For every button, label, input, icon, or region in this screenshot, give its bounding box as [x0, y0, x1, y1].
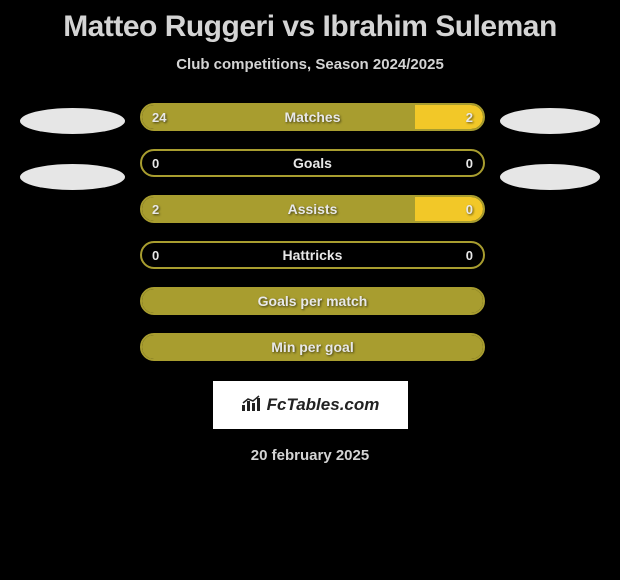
player1-column: [20, 103, 125, 190]
stat-bar-assists: 20Assists: [140, 195, 485, 223]
date-text: 20 february 2025: [0, 447, 620, 464]
chart-icon: [241, 394, 263, 417]
player2-avatar-placeholder: [500, 108, 600, 134]
comparison-container: Matteo Ruggeri vs Ibrahim Suleman Club c…: [0, 0, 620, 474]
bars-column: 242Matches 00Goals 20Assists 00Hattricks Goa…: [140, 103, 485, 361]
stat-bar-min-per-goal: Min per goal: [140, 333, 485, 361]
logo-box[interactable]: FcTables.com: [213, 381, 408, 429]
bar-label: Matches: [142, 109, 483, 125]
player2-club-placeholder: [500, 164, 600, 190]
bar-label: Goals per match: [142, 293, 483, 309]
page-title: Matteo Ruggeri vs Ibrahim Suleman: [0, 10, 620, 44]
bar-label: Assists: [142, 201, 483, 217]
stat-bar-goals: 00Goals: [140, 149, 485, 177]
stats-area: 242Matches 00Goals 20Assists 00Hattricks Goa…: [0, 103, 620, 361]
player2-column: [500, 103, 600, 190]
bar-label: Goals: [142, 155, 483, 171]
player1-avatar-placeholder: [20, 108, 125, 134]
player1-club-placeholder: [20, 164, 125, 190]
logo-text: FcTables.com: [267, 395, 380, 415]
bar-label: Hattricks: [142, 247, 483, 263]
stat-bar-matches: 242Matches: [140, 103, 485, 131]
stat-bar-hattricks: 00Hattricks: [140, 241, 485, 269]
bar-label: Min per goal: [142, 339, 483, 355]
stat-bar-goals-per-match: Goals per match: [140, 287, 485, 315]
subtitle: Club competitions, Season 2024/2025: [0, 56, 620, 73]
